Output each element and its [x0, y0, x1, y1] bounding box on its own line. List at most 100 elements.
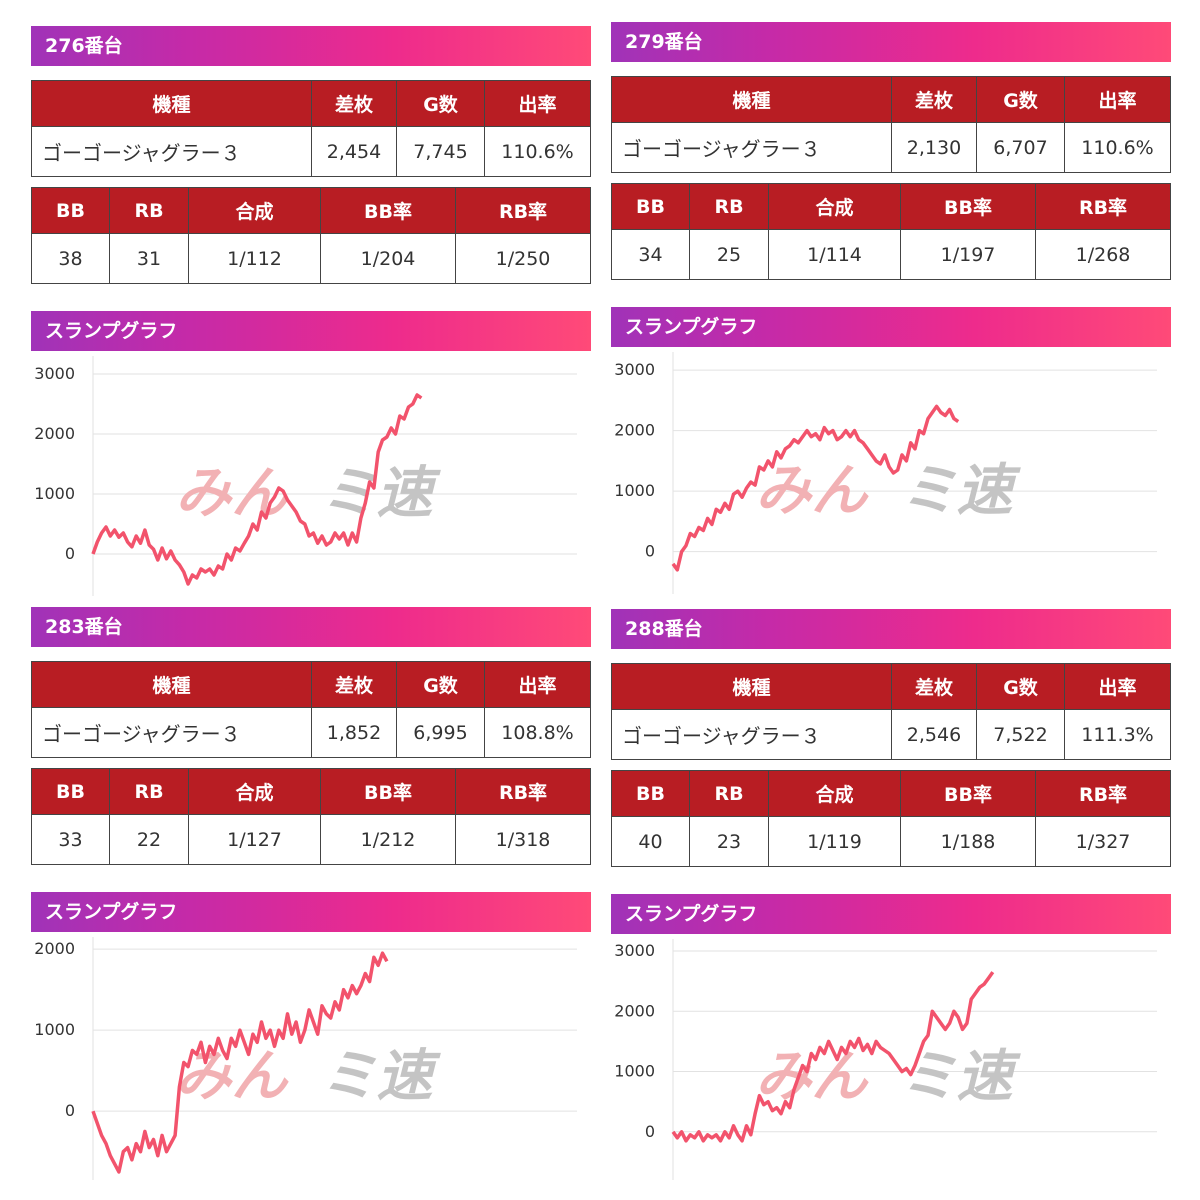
payout-value: 111.3% [1064, 709, 1171, 760]
header-games: G数 [396, 661, 485, 708]
slump-line [91, 951, 389, 1174]
bb-rate: 1/204 [320, 233, 456, 284]
header-machine: 機種 [31, 661, 312, 708]
machine-name: ゴーゴージャグラー３ [31, 126, 312, 177]
graph-header-283: スランプグラフ [31, 892, 591, 932]
y-tick-label: 0 [65, 544, 75, 563]
header-bb-rate: BB率 [320, 768, 456, 815]
games-value: 7,522 [976, 709, 1065, 760]
header-rb: RB [689, 770, 769, 817]
unit-header: 276番台 [31, 26, 591, 66]
bb-count: 34 [611, 229, 690, 280]
header-bb-rate: BB率 [320, 187, 456, 234]
header-rb-rate: RB率 [1035, 183, 1171, 230]
games-value: 7,745 [396, 126, 485, 177]
header-machine: 機種 [31, 80, 312, 127]
y-tick-label: 0 [65, 1101, 75, 1120]
header-bb: BB [611, 770, 690, 817]
bonus-stats-table: BB RB 合成 BB率 RB率 40 23 1/119 1/188 1/327 [611, 770, 1171, 867]
rb-count: 22 [109, 814, 189, 865]
combined-rate: 1/127 [188, 814, 321, 865]
unit-header: 288番台 [611, 609, 1171, 649]
header-rb-rate: RB率 [1035, 770, 1171, 817]
slump-chart-276: 3000 2000 1000 0 みん ミ速 [31, 356, 591, 596]
header-games: G数 [396, 80, 485, 127]
bb-count: 40 [611, 816, 690, 867]
header-payout: 出率 [484, 80, 591, 127]
header-bb-rate: BB率 [900, 770, 1036, 817]
bb-count: 38 [31, 233, 110, 284]
watermark-left: みん [755, 458, 869, 523]
machine-summary-table: 機種 差枚 G数 出率 ゴーゴージャグラー３ 1,852 6,995 108.8… [31, 661, 591, 758]
header-bb-rate: BB率 [900, 183, 1036, 230]
header-bb: BB [611, 183, 690, 230]
graph-title: スランプグラフ [611, 894, 1171, 934]
header-diff: 差枚 [891, 76, 977, 123]
games-value: 6,707 [976, 122, 1065, 173]
header-payout: 出率 [1064, 663, 1171, 710]
header-combined: 合成 [188, 768, 321, 815]
diff-value: 2,454 [311, 126, 397, 177]
header-diff: 差枚 [891, 663, 977, 710]
machine-name: ゴーゴージャグラー３ [611, 122, 892, 173]
slump-chart-288: 3000 2000 1000 0 みん ミ速 [611, 939, 1171, 1180]
graph-header-279: スランプグラフ [611, 307, 1171, 347]
machine-name: ゴーゴージャグラー３ [611, 709, 892, 760]
watermark-right: ミ速 [900, 1045, 1021, 1110]
header-games: G数 [976, 663, 1065, 710]
bonus-stats-table: BB RB 合成 BB率 RB率 38 31 1/112 1/204 1/250 [31, 187, 591, 284]
payout-value: 108.8% [484, 707, 591, 758]
y-tick-label: 1000 [34, 1020, 75, 1039]
bonus-stats-table: BB RB 合成 BB率 RB率 34 25 1/114 1/197 1/268 [611, 183, 1171, 280]
y-tick-label: 2000 [614, 1001, 655, 1020]
watermark-right: ミ速 [320, 461, 441, 526]
machine-summary-table: 機種 差枚 G数 出率 ゴーゴージャグラー３ 2,546 7,522 111.3… [611, 663, 1171, 760]
rb-count: 23 [689, 816, 769, 867]
slump-chart-283: 2000 1000 0 みん ミ速 [31, 937, 591, 1180]
watermark-right: ミ速 [320, 1044, 441, 1109]
watermark-left: みん [175, 1044, 289, 1109]
header-rb: RB [109, 768, 189, 815]
bonus-stats-table: BB RB 合成 BB率 RB率 33 22 1/127 1/212 1/318 [31, 768, 591, 865]
combined-rate: 1/112 [188, 233, 321, 284]
header-diff: 差枚 [311, 80, 397, 127]
unit-header: 283番台 [31, 607, 591, 647]
diff-value: 1,852 [311, 707, 397, 758]
machine-panel-283: 283番台 機種 差枚 G数 出率 ゴーゴージャグラー３ 1,852 6,995… [31, 607, 591, 865]
rb-count: 25 [689, 229, 769, 280]
rb-rate: 1/250 [455, 233, 591, 284]
graph-title: スランプグラフ [611, 307, 1171, 347]
y-tick-label: 2000 [34, 424, 75, 443]
header-combined: 合成 [768, 183, 901, 230]
games-value: 6,995 [396, 707, 485, 758]
bb-rate: 1/197 [900, 229, 1036, 280]
slump-line [671, 971, 995, 1143]
payout-value: 110.6% [1064, 122, 1171, 173]
diff-value: 2,130 [891, 122, 977, 173]
y-tick-label: 1000 [614, 1062, 655, 1081]
y-tick-label: 2000 [34, 939, 75, 958]
slump-chart-279: 3000 2000 1000 0 みん ミ速 [611, 352, 1171, 594]
diff-value: 2,546 [891, 709, 977, 760]
graph-title: スランプグラフ [31, 892, 591, 932]
header-rb: RB [689, 183, 769, 230]
watermark-right: ミ速 [900, 458, 1021, 523]
machine-panel-276: 276番台 機種 差枚 G数 出率 ゴーゴージャグラー３ 2,454 7,745… [31, 26, 591, 284]
graph-header-276: スランプグラフ [31, 311, 591, 351]
bb-rate: 1/188 [900, 816, 1036, 867]
header-payout: 出率 [1064, 76, 1171, 123]
watermark-left: みん [175, 461, 289, 526]
header-bb: BB [31, 187, 110, 234]
header-diff: 差枚 [311, 661, 397, 708]
slump-graph-svg: 3000 2000 1000 0 みん ミ速 [34, 356, 577, 596]
header-rb-rate: RB率 [455, 187, 591, 234]
header-combined: 合成 [768, 770, 901, 817]
y-tick-label: 1000 [34, 484, 75, 503]
combined-rate: 1/114 [768, 229, 901, 280]
bb-rate: 1/212 [320, 814, 456, 865]
header-rb: RB [109, 187, 189, 234]
header-machine: 機種 [611, 76, 892, 123]
slump-line [91, 393, 423, 586]
slump-line [671, 404, 960, 572]
machine-summary-table: 機種 差枚 G数 出率 ゴーゴージャグラー３ 2,454 7,745 110.6… [31, 80, 591, 177]
